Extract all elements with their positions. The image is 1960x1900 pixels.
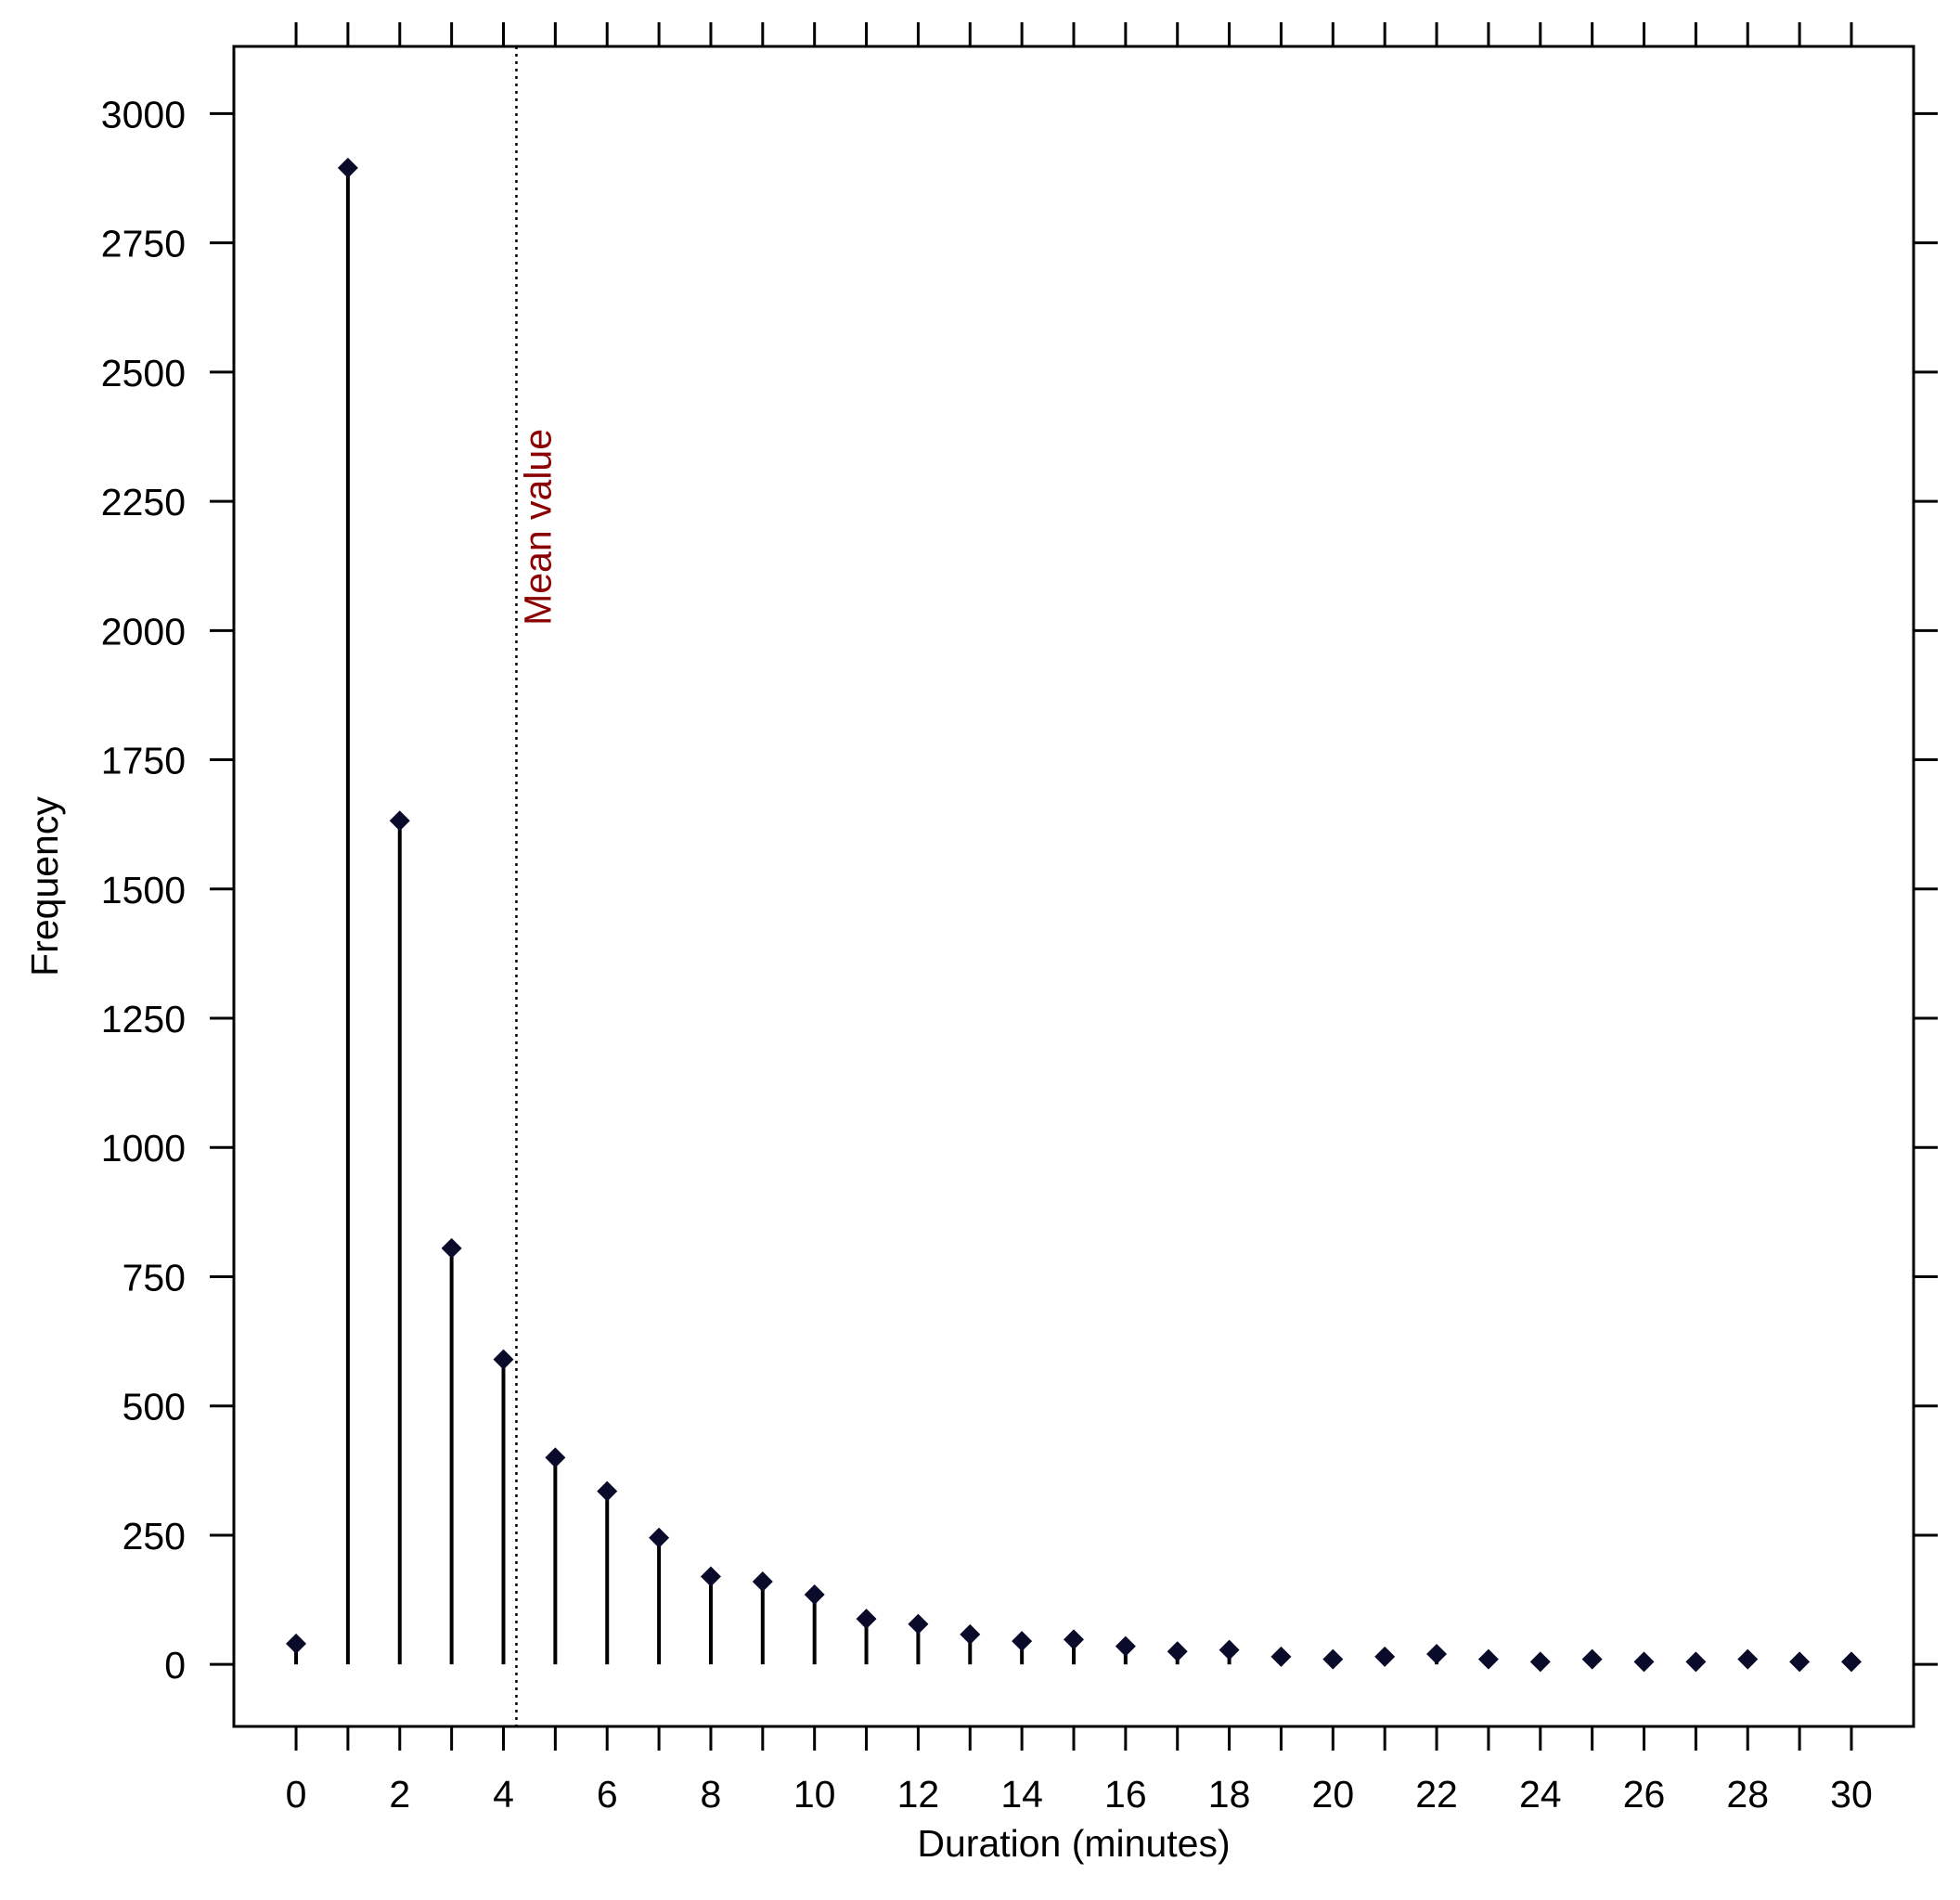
x-axis-title: Duration (minutes) <box>917 1822 1230 1865</box>
x-tick-labels: 0 2 4 6 8 10 12 14 16 18 20 22 24 26 28 30 <box>286 1773 1873 1816</box>
x-tick-label: 28 <box>1726 1773 1769 1816</box>
data-point-marker <box>389 810 410 832</box>
x-tick-label: 20 <box>1312 1773 1355 1816</box>
x-tick-label: 2 <box>389 1773 410 1816</box>
x-tick-label: 16 <box>1104 1773 1147 1816</box>
x-tick-label: 6 <box>597 1773 618 1816</box>
y-tick-label: 250 <box>122 1515 186 1557</box>
y-tick-label: 1000 <box>101 1127 186 1170</box>
data-point-marker <box>1685 1651 1707 1673</box>
mean-value-label: Mean value <box>516 429 559 626</box>
y-tick-label: 2250 <box>101 481 186 523</box>
y-tick-label: 1500 <box>101 869 186 911</box>
stems <box>294 167 1853 1665</box>
data-point-marker <box>752 1571 773 1593</box>
data-point-marker <box>597 1480 618 1502</box>
data-point-marker <box>441 1237 462 1259</box>
y-tick-label: 750 <box>122 1256 186 1299</box>
data-point-marker <box>1167 1641 1188 1662</box>
data-point-marker <box>1270 1646 1292 1667</box>
markers <box>286 157 1862 1673</box>
y-tick-label: 2000 <box>101 610 186 653</box>
y-tick-label: 1750 <box>101 740 186 782</box>
data-point-marker <box>1477 1648 1499 1670</box>
y-tick-labels: 0 250 500 750 1000 1250 1500 1750 2000 2250 2500 27… <box>101 93 186 1687</box>
data-point-marker <box>1581 1648 1603 1670</box>
data-point-marker <box>1633 1651 1655 1673</box>
x-tick-label: 8 <box>701 1773 722 1816</box>
data-point-marker <box>545 1447 566 1468</box>
data-point-marker <box>649 1527 670 1548</box>
data-point-marker <box>286 1633 307 1654</box>
data-point-marker <box>1322 1648 1344 1670</box>
x-tick-label: 14 <box>1000 1773 1043 1816</box>
data-point-marker <box>493 1349 514 1370</box>
x-tick-label: 10 <box>793 1773 836 1816</box>
y-tick-label: 2500 <box>101 352 186 394</box>
data-point-marker <box>700 1566 721 1587</box>
x-tick-label: 4 <box>493 1773 514 1816</box>
data-point-marker <box>1374 1646 1396 1667</box>
x-tick-label: 22 <box>1415 1773 1458 1816</box>
x-tick-label: 12 <box>897 1773 940 1816</box>
x-tick-label: 26 <box>1623 1773 1666 1816</box>
data-point-marker <box>1426 1644 1448 1665</box>
x-tick-label: 18 <box>1208 1773 1251 1816</box>
data-point-marker <box>1789 1651 1811 1673</box>
data-point-marker <box>804 1583 825 1605</box>
data-point-marker <box>856 1609 877 1630</box>
data-point-marker <box>908 1613 929 1635</box>
x-tick-label: 24 <box>1519 1773 1562 1816</box>
y-tick-label: 1250 <box>101 998 186 1040</box>
x-tick-label: 0 <box>286 1773 307 1816</box>
plot-frame <box>232 45 1915 1728</box>
data-point-marker <box>1064 1629 1084 1650</box>
data-point-marker <box>960 1623 981 1645</box>
y-tick-label: 0 <box>164 1644 186 1687</box>
data-point-marker <box>1115 1635 1136 1657</box>
data-point-marker <box>1012 1631 1033 1652</box>
data-point-marker <box>337 157 358 178</box>
y-tick-label: 3000 <box>101 93 186 136</box>
x-tick-label: 30 <box>1830 1773 1873 1816</box>
data-point-marker <box>1737 1648 1759 1670</box>
y-axis-title: Frequency <box>23 796 66 976</box>
data-point-marker <box>1529 1651 1551 1673</box>
y-tick-label: 500 <box>122 1386 186 1428</box>
data-point-marker <box>1840 1651 1862 1673</box>
axis-ticks <box>210 22 1938 1751</box>
y-tick-label: 2750 <box>101 223 186 265</box>
data-point-marker <box>1219 1639 1240 1661</box>
